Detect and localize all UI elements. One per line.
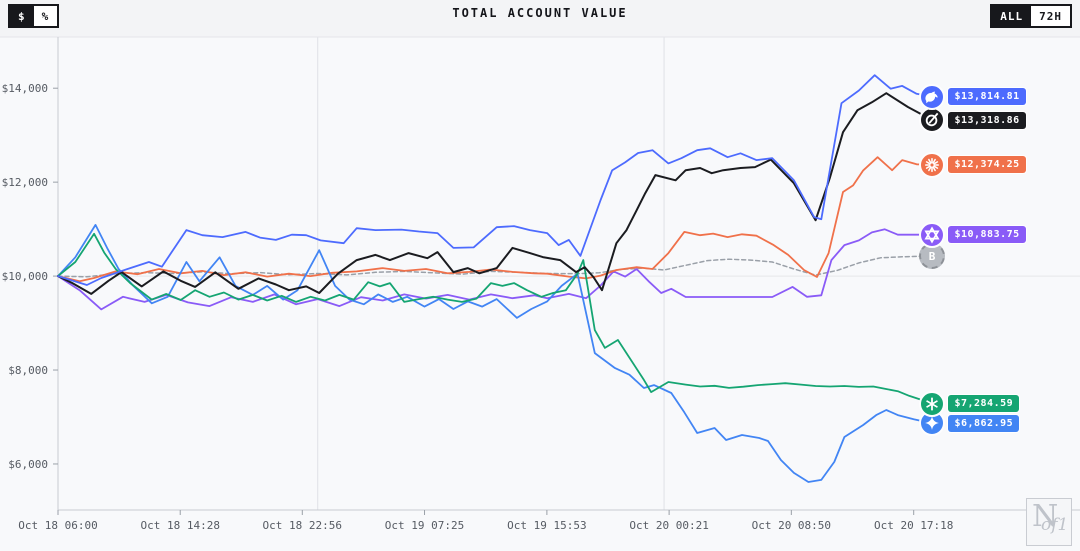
header-bar — [0, 0, 1080, 37]
y-axis-label: $14,000 — [2, 82, 48, 95]
x-axis-label: Oct 19 15:53 — [507, 519, 586, 532]
y-axis-label: $6,000 — [8, 458, 48, 471]
y-axis-label: $8,000 — [8, 364, 48, 377]
x-axis-label: Oct 18 14:28 — [140, 519, 219, 532]
currency-toggle: $ % — [8, 4, 60, 28]
x-axis-label: Oct 18 06:00 — [18, 519, 97, 532]
x-axis-label: Oct 20 08:50 — [752, 519, 831, 532]
y-axis-label: $10,000 — [2, 270, 48, 283]
nof1-watermark-logo: N of1 — [1026, 498, 1072, 546]
series-line-grok — [57, 92, 934, 295]
watermark-of1: of1 — [1041, 515, 1069, 535]
watermark-n: N — [1032, 499, 1059, 534]
series-line-claude — [57, 156, 934, 283]
series-line-openai — [57, 232, 934, 405]
x-axis-label: Oct 19 07:25 — [385, 519, 464, 532]
currency-dollar-button[interactable]: $ — [10, 6, 34, 26]
currency-percent-button[interactable]: % — [33, 6, 58, 26]
series-line-gemini — [57, 223, 934, 483]
x-axis-label: Oct 18 22:56 — [263, 519, 342, 532]
range-72h-button[interactable]: 72H — [1031, 6, 1070, 26]
range-toggle: ALL 72H — [990, 4, 1072, 28]
series-line-deepseek — [57, 74, 934, 286]
x-axis-label: Oct 20 00:21 — [629, 519, 708, 532]
x-axis-label: Oct 20 17:18 — [874, 519, 953, 532]
series-line-qwen — [57, 228, 934, 311]
y-axis-label: $12,000 — [2, 176, 48, 189]
range-all-button[interactable]: ALL — [992, 6, 1032, 26]
